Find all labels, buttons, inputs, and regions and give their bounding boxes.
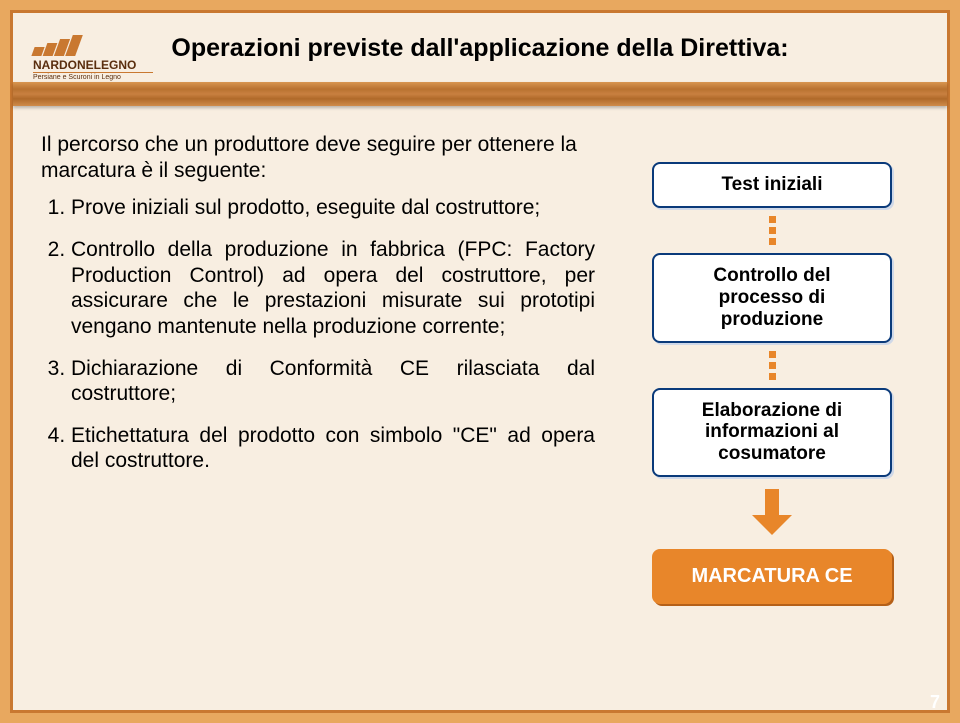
logo-company-name: NARDONELEGNO [33, 58, 153, 72]
flow-box-final: MARCATURA CE [652, 549, 892, 604]
flow-box-test-iniziali: Test iniziali [652, 162, 892, 208]
steps-list: Prove iniziali sul prodotto, eseguite da… [41, 195, 601, 473]
text-column: Il percorso che un produttore deve segui… [41, 132, 601, 604]
list-item: Prove iniziali sul prodotto, eseguite da… [71, 195, 601, 221]
body-row: Il percorso che un produttore deve segui… [41, 132, 919, 604]
company-logo: NARDONELEGNO Persiane e Scuroni in Legno [33, 35, 153, 81]
wood-divider [13, 82, 947, 106]
dotted-arrow-icon [769, 214, 776, 247]
flowchart-column: Test iniziali Controllo del processo di … [625, 132, 919, 604]
page-number: 7 [930, 692, 940, 713]
intro-text: Il percorso che un produttore deve segui… [41, 132, 601, 183]
logo-bars-icon [33, 35, 153, 56]
logo-tagline: Persiane e Scuroni in Legno [33, 72, 153, 81]
page-title: Operazioni previste dall'applicazione de… [155, 33, 805, 64]
solid-arrow-icon [752, 489, 792, 535]
list-item: Dichiarazione di Conformità CE rilasciat… [71, 356, 601, 407]
flow-box-elaborazione: Elaborazione di informazioni al cosumato… [652, 388, 892, 478]
dotted-arrow-icon [769, 349, 776, 382]
list-item: Etichettatura del prodotto con simbolo "… [71, 423, 601, 474]
flow-box-controllo: Controllo del processo di produzione [652, 253, 892, 343]
slide-frame: NARDONELEGNO Persiane e Scuroni in Legno… [10, 10, 950, 713]
list-item: Controllo della produzione in fabbrica (… [71, 237, 601, 339]
